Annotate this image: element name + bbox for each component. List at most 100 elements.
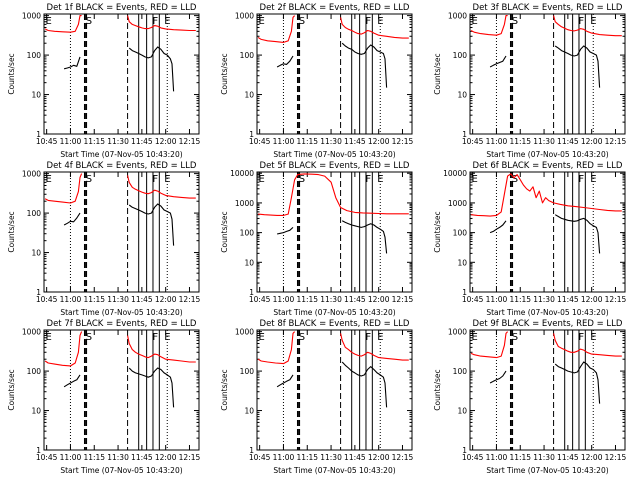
series-lld-line <box>127 15 196 32</box>
y-axis-label: Counts/sec <box>220 211 229 252</box>
series-events-line <box>341 42 388 88</box>
y-tick-label: 10 <box>31 91 41 100</box>
x-tick-label: 11:30 <box>107 453 129 462</box>
x-tick-label: 11:45 <box>131 295 153 304</box>
chart-panel-5: Det 5f BLACK = Events, RED = LLD Counts/s… <box>220 161 414 317</box>
chart-panel-6: Det 6f BLACK = Events, RED = LLD Counts/s… <box>433 161 627 317</box>
marker-label: F <box>152 332 158 343</box>
series-events-line <box>489 55 507 68</box>
chart-panel-8: Det 8f BLACK = Events, RED = LLD Counts/s… <box>220 319 414 475</box>
y-tick-label: 10 <box>457 258 467 267</box>
marker-label: S <box>299 16 305 27</box>
marker-label: S <box>86 16 92 27</box>
marker-label: E <box>472 332 478 343</box>
y-axis-label: Counts/sec <box>7 53 16 94</box>
x-axis-label: Start Time (07-Nov-05 10:43:20) <box>273 150 395 159</box>
chart-panel-9: Det 9f BLACK = Events, RED = LLD Counts/s… <box>433 319 627 475</box>
marker-label: F <box>578 332 584 343</box>
x-tick-label: 11:00 <box>60 453 82 462</box>
y-tick-label: 100 <box>27 367 42 376</box>
x-tick-label: 11:15 <box>296 137 318 146</box>
chart-panel-1: Det 1f BLACK = Events, RED = LLD Counts/s… <box>7 3 201 159</box>
series-events-line <box>554 45 601 88</box>
x-tick-label: 11:45 <box>557 137 579 146</box>
series-lld-line <box>470 331 509 359</box>
marker-label: E <box>46 16 52 27</box>
y-tick-label: 10 <box>31 249 41 258</box>
marker-label: E <box>46 332 52 343</box>
series-lld-line <box>340 17 409 39</box>
marker-label: F <box>578 16 584 27</box>
x-tick-label: 12:15 <box>605 295 627 304</box>
x-tick-label: 11:45 <box>557 295 579 304</box>
series-lld-line <box>553 15 622 37</box>
marker-label: E <box>377 174 383 185</box>
x-tick-label: 11:00 <box>273 453 295 462</box>
y-tick-label: 1000 <box>22 12 41 21</box>
x-tick-label: 11:30 <box>533 295 555 304</box>
marker-label: S <box>512 174 518 185</box>
plot-frame <box>43 171 200 293</box>
y-axis-label: Counts/sec <box>433 369 442 410</box>
x-tick-label: 10:45 <box>36 295 58 304</box>
chart-title: Det 9f BLACK = Events, RED = LLD <box>473 319 623 329</box>
series-lld-line <box>258 173 409 216</box>
x-tick-label: 12:00 <box>581 453 603 462</box>
x-tick-label: 11:30 <box>320 453 342 462</box>
y-tick-label: 10 <box>244 407 254 416</box>
chart-panel-3: Det 3f BLACK = Events, RED = LLD Counts/s… <box>433 3 627 159</box>
x-tick-label: 11:45 <box>131 137 153 146</box>
marker-label: E <box>472 174 478 185</box>
plot-frame <box>469 13 626 135</box>
x-tick-label: 11:45 <box>344 137 366 146</box>
x-tick-label: 12:15 <box>605 453 627 462</box>
marker-label: S <box>299 174 305 185</box>
x-tick-label: 11:00 <box>486 137 508 146</box>
marker-label: E <box>46 174 52 185</box>
chart-title: Det 8f BLACK = Events, RED = LLD <box>260 319 410 329</box>
x-tick-label: 11:00 <box>486 295 508 304</box>
marker-label: S <box>86 332 92 343</box>
x-axis-label: Start Time (07-Nov-05 10:43:20) <box>273 466 395 475</box>
marker-label: E <box>377 16 383 27</box>
x-tick-label: 12:15 <box>179 137 201 146</box>
x-tick-label: 12:00 <box>155 137 177 146</box>
y-tick-label: 1000 <box>235 199 254 208</box>
marker-label: E <box>590 16 596 27</box>
series-lld-line <box>127 335 196 363</box>
chart-title: Det 6f BLACK = Events, RED = LLD <box>473 161 623 171</box>
x-tick-label: 12:15 <box>605 137 627 146</box>
x-tick-label: 11:15 <box>296 295 318 304</box>
x-tick-label: 12:00 <box>155 453 177 462</box>
x-tick-label: 11:15 <box>83 295 105 304</box>
series-lld-line <box>340 333 409 361</box>
x-tick-label: 12:15 <box>392 295 414 304</box>
y-tick-label: 1 <box>249 288 254 297</box>
x-tick-label: 11:00 <box>60 295 82 304</box>
x-axis-label: Start Time (07-Nov-05 10:43:20) <box>273 308 395 317</box>
x-tick-label: 11:45 <box>131 453 153 462</box>
marker-label: E <box>590 332 596 343</box>
series-lld-line <box>44 173 83 204</box>
x-axis-label: Start Time (07-Nov-05 10:43:20) <box>486 308 608 317</box>
y-tick-label: 1 <box>36 288 41 297</box>
plot-frame <box>43 329 200 451</box>
x-tick-label: 11:15 <box>83 453 105 462</box>
x-tick-label: 11:30 <box>533 137 555 146</box>
y-axis-label: Counts/sec <box>220 53 229 94</box>
marker-label: F <box>365 332 371 343</box>
y-tick-label: 100 <box>240 51 255 60</box>
x-tick-label: 11:15 <box>83 137 105 146</box>
y-tick-label: 1 <box>249 446 254 455</box>
series-lld-line <box>471 173 622 217</box>
series-events-line <box>276 55 294 68</box>
chart-panel-7: Det 7f BLACK = Events, RED = LLD Counts/s… <box>7 319 201 475</box>
y-tick-label: 1000 <box>448 12 467 21</box>
chart-title: Det 2f BLACK = Events, RED = LLD <box>260 3 410 13</box>
series-events-line <box>63 56 81 70</box>
x-tick-label: 11:00 <box>273 137 295 146</box>
x-tick-label: 11:15 <box>509 137 531 146</box>
x-tick-label: 10:45 <box>249 295 271 304</box>
chart-title: Det 3f BLACK = Events, RED = LLD <box>473 3 623 13</box>
series-lld-line <box>257 15 296 43</box>
